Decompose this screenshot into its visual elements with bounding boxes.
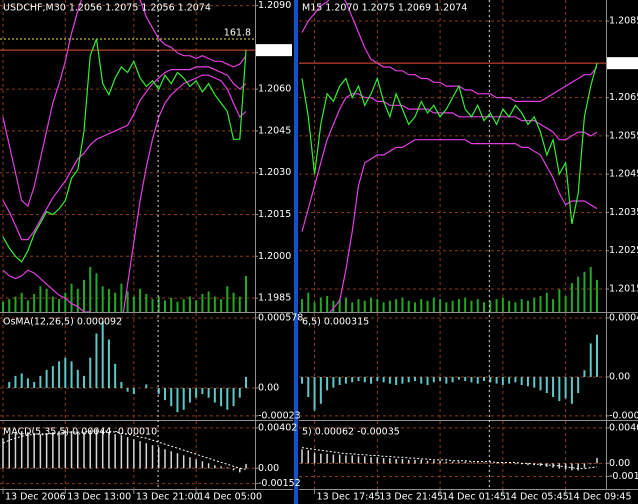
axis-label: 1.2045 xyxy=(258,125,291,136)
axis-label: 1.2055 xyxy=(609,130,638,141)
osma-label: OsMA(12,26,5) 0.000092 xyxy=(3,317,122,328)
axis-label: -0.00023 xyxy=(258,410,301,421)
macd-label: 5) 0.00062 -0.00035 xyxy=(302,427,400,438)
time-label: 13 Dec 21:00 xyxy=(136,492,200,503)
time-label: 14 Dec 05:45 xyxy=(505,492,569,503)
window-title: USDCHF,M30 1.2056 1.2075 1.2056 1.2074 xyxy=(3,3,211,14)
axis-label: -0.00152 xyxy=(258,478,301,489)
axis-label: 1.2060 xyxy=(258,84,291,95)
macd-signal xyxy=(301,447,598,470)
axis-label: 0.00044 xyxy=(609,312,638,323)
axis-label: 1.2000 xyxy=(258,251,291,262)
axis-label: 1.1985 xyxy=(258,293,291,304)
bid-box xyxy=(607,57,638,70)
axis-label: 1.2045 xyxy=(609,169,638,180)
axis-label: 0.00 xyxy=(258,383,279,394)
time-label: 14 Dec 09:45 xyxy=(568,492,632,503)
axis-label: -0.0015 xyxy=(609,471,638,482)
axis-label: -0.00029 xyxy=(609,410,638,421)
macd-signal xyxy=(2,430,247,470)
panel-plot xyxy=(299,0,606,312)
price-line xyxy=(301,63,598,225)
time-label: 13 Dec 2006 xyxy=(5,492,66,503)
axis-label: 1.2015 xyxy=(609,284,638,295)
time-label: 13 Dec 21:45 xyxy=(379,492,443,503)
band-line xyxy=(2,66,247,241)
panel-plot xyxy=(299,421,606,489)
window-title: M15 1.2070 1.2075 1.2069 1.2074 xyxy=(302,3,467,14)
axis-label: 1.2035 xyxy=(609,207,638,218)
fib-label: 161.8 xyxy=(224,28,251,39)
bid-box xyxy=(256,44,292,57)
axis-label: 0.00402 xyxy=(258,422,297,433)
band-line xyxy=(301,0,598,102)
bid-label: 1.2074 xyxy=(609,58,638,69)
band-line xyxy=(2,74,247,312)
axis-label: 1.2090 xyxy=(258,0,291,11)
axis-label: 0.00 xyxy=(258,463,279,474)
time-label: 13 Dec 13:00 xyxy=(67,492,131,503)
band-line xyxy=(329,139,598,312)
axis-label: 0.000578 xyxy=(258,312,303,323)
panel-plot xyxy=(0,313,255,420)
bid-label: 1.2074 xyxy=(258,45,291,56)
time-label: 14 Dec 05:00 xyxy=(198,492,262,503)
panel-plot xyxy=(0,421,255,489)
panel-plot xyxy=(0,0,255,312)
axis-label: 1.2085 xyxy=(609,16,638,27)
macd-label: MACD(5,35,5) 0.00044 -0.00010 xyxy=(3,427,157,438)
axis-label: 1.2065 xyxy=(609,92,638,103)
time-label: 13 Dec 17:45 xyxy=(317,492,381,503)
axis-label: 0.00 xyxy=(609,458,630,469)
band-line xyxy=(2,0,247,208)
window-separator xyxy=(294,0,298,504)
axis-label: 0.00 xyxy=(609,371,630,382)
axis-label: 1.2025 xyxy=(609,245,638,256)
axis-label: 1.2015 xyxy=(258,209,291,220)
time-label: 14 Dec 01:45 xyxy=(442,492,506,503)
price-line xyxy=(2,38,247,263)
axis-label: 0.00405 xyxy=(609,422,638,433)
axis-label: 1.2030 xyxy=(258,167,291,178)
panel-plot xyxy=(299,313,606,420)
osma-label: 6,5) 0.000315 xyxy=(302,317,369,328)
